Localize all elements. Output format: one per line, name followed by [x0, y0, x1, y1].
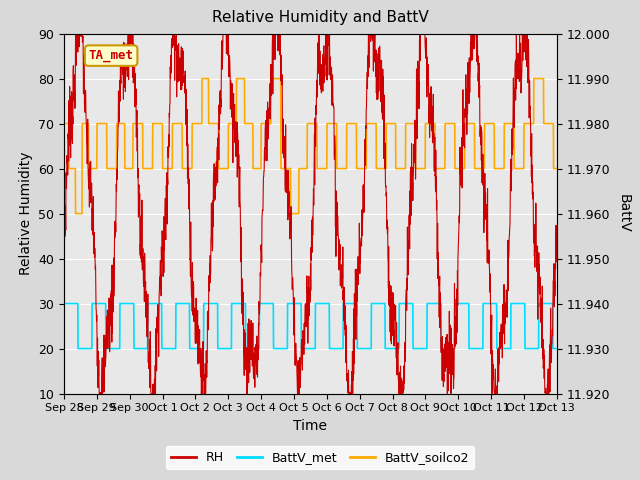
Y-axis label: BattV: BattV [617, 194, 631, 233]
Y-axis label: Relative Humidity: Relative Humidity [19, 152, 33, 276]
Text: Relative Humidity and BattV: Relative Humidity and BattV [212, 10, 428, 24]
X-axis label: Time: Time [293, 419, 328, 433]
Legend: RH, BattV_met, BattV_soilco2: RH, BattV_met, BattV_soilco2 [166, 446, 474, 469]
Text: TA_met: TA_met [88, 49, 134, 62]
